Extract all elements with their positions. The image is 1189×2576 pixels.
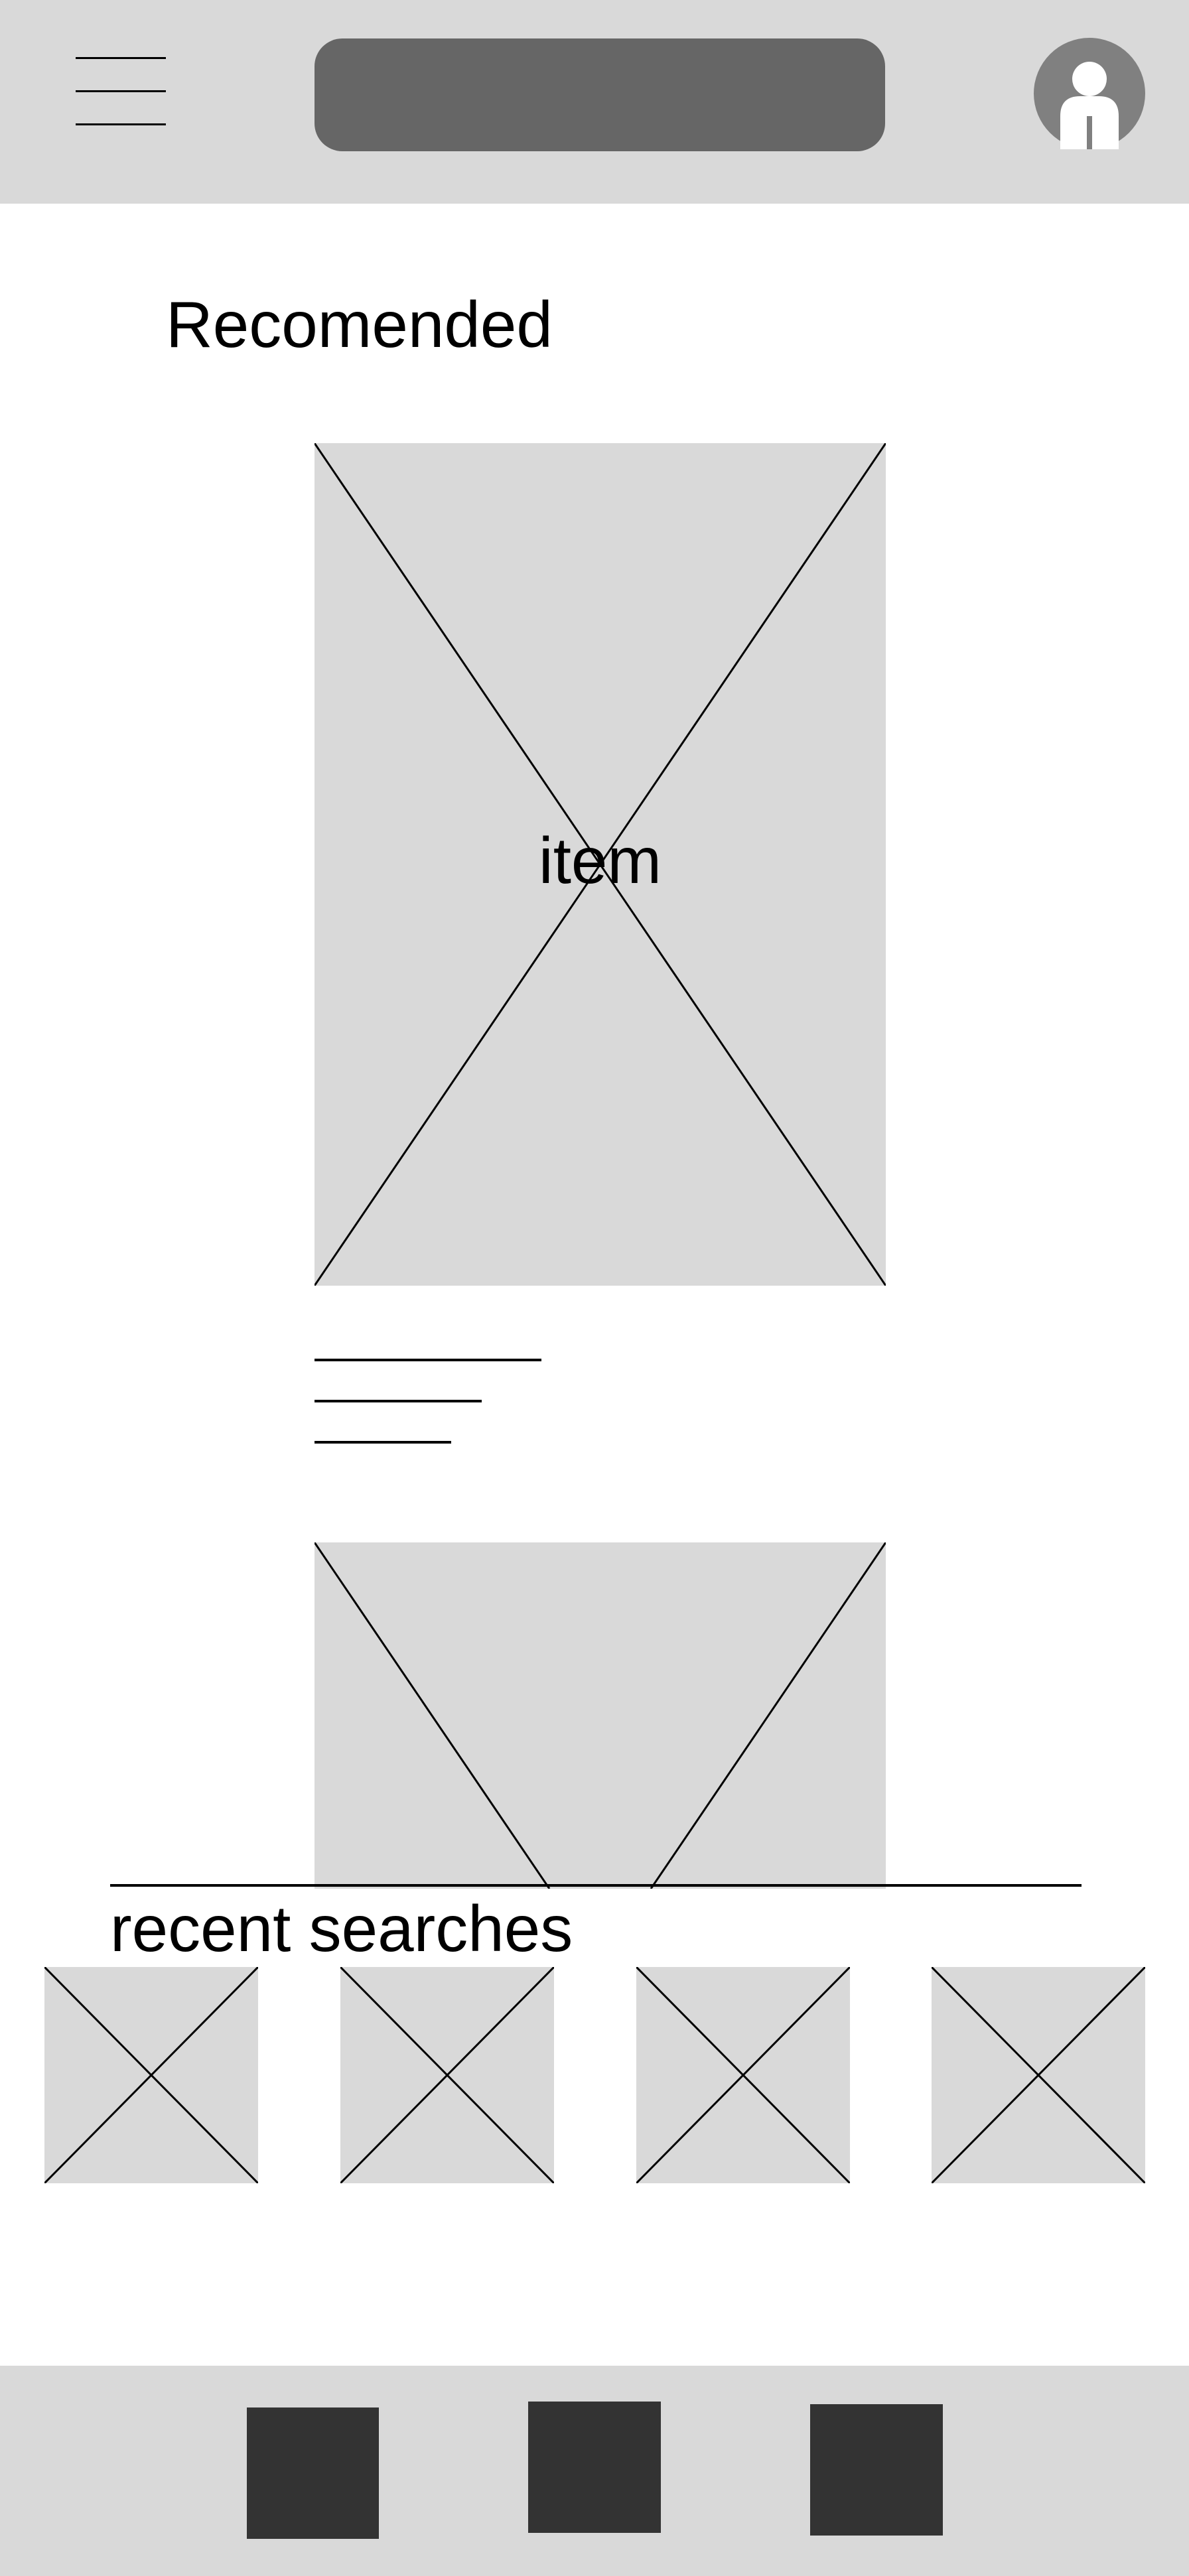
description-line <box>315 1441 451 1444</box>
description-line <box>315 1400 482 1402</box>
image-placeholder-icon <box>636 1967 850 2183</box>
image-placeholder-icon <box>340 1967 554 2183</box>
recommended-heading: Recomended <box>166 288 553 361</box>
recommended-item-card-2[interactable] <box>315 1542 886 1889</box>
image-placeholder-icon <box>315 1542 886 1889</box>
nav-button-3[interactable] <box>810 2404 943 2536</box>
image-placeholder-icon <box>315 443 886 1286</box>
nav-button-1[interactable] <box>247 2407 379 2539</box>
hamburger-menu-icon[interactable] <box>76 57 166 126</box>
nav-button-2[interactable] <box>528 2402 661 2533</box>
image-placeholder-icon <box>932 1967 1145 2183</box>
recommended-item-label: item <box>538 824 662 897</box>
recommended-item-card[interactable]: item <box>315 443 886 1286</box>
description-line <box>315 1359 541 1361</box>
recent-search-thumbnail-4[interactable] <box>932 1967 1145 2183</box>
search-input[interactable] <box>315 38 885 151</box>
user-avatar-icon[interactable] <box>1034 38 1145 149</box>
image-placeholder-icon <box>44 1967 258 2183</box>
recent-search-thumbnail-2[interactable] <box>340 1967 554 2183</box>
recent-search-thumbnail-3[interactable] <box>636 1967 850 2183</box>
section-divider <box>110 1884 1082 1887</box>
recent-search-thumbnail-1[interactable] <box>44 1967 258 2183</box>
recent-searches-heading: recent searches <box>110 1892 573 1965</box>
